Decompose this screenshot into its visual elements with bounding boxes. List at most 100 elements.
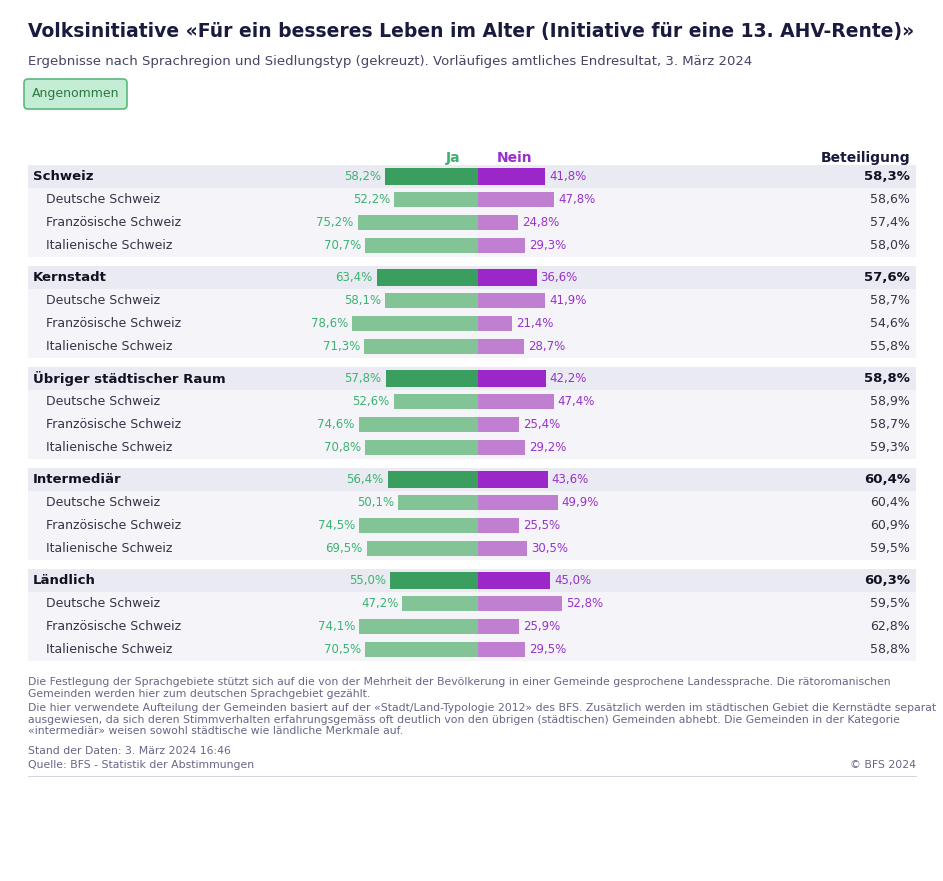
Text: 71,3%: 71,3%	[323, 340, 360, 353]
Text: Italienische Schweiz: Italienische Schweiz	[46, 340, 173, 353]
Bar	[478, 370, 545, 387]
Text: 24,8%: 24,8%	[521, 216, 559, 229]
Text: 55,0%: 55,0%	[349, 574, 386, 587]
Bar	[28, 615, 916, 638]
Bar	[28, 537, 916, 560]
Text: 25,4%: 25,4%	[522, 418, 560, 431]
Bar	[28, 413, 916, 436]
Bar	[394, 192, 478, 207]
Text: Deutsche Schweiz: Deutsche Schweiz	[46, 395, 160, 408]
Bar	[478, 495, 558, 510]
Bar	[28, 560, 916, 569]
Text: 58,1%: 58,1%	[344, 294, 381, 307]
Text: Italienische Schweiz: Italienische Schweiz	[46, 643, 173, 656]
Bar	[28, 312, 916, 335]
Text: 29,5%: 29,5%	[529, 643, 567, 656]
Text: Beteiligung: Beteiligung	[820, 151, 910, 165]
Text: Deutsche Schweiz: Deutsche Schweiz	[46, 597, 160, 610]
Bar	[478, 417, 519, 432]
Bar	[365, 642, 478, 657]
Bar	[28, 165, 916, 188]
Text: Die Festlegung der Sprachgebiete stützt sich auf die von der Mehrheit der Bevölk: Die Festlegung der Sprachgebiete stützt …	[28, 677, 890, 699]
Text: Ja: Ja	[445, 151, 460, 165]
Bar	[394, 394, 478, 409]
Text: 55,8%: 55,8%	[870, 340, 910, 353]
Text: 52,6%: 52,6%	[353, 395, 389, 408]
Text: 25,9%: 25,9%	[523, 620, 561, 633]
Bar	[28, 266, 916, 289]
Bar	[28, 367, 916, 390]
Text: Nein: Nein	[497, 151, 533, 165]
Text: Kernstadt: Kernstadt	[33, 271, 107, 284]
Bar	[478, 596, 562, 611]
Bar	[358, 518, 478, 533]
Bar	[28, 289, 916, 312]
Text: 70,5%: 70,5%	[324, 643, 361, 656]
Text: Die hier verwendete Aufteilung der Gemeinden basiert auf der «Stadt/Land-Typolog: Die hier verwendete Aufteilung der Gemei…	[28, 703, 936, 737]
Bar	[364, 339, 478, 354]
Bar	[28, 390, 916, 413]
Text: 41,9%: 41,9%	[549, 294, 587, 307]
Text: © BFS 2024: © BFS 2024	[850, 760, 916, 770]
Bar	[478, 572, 550, 589]
Bar	[385, 293, 478, 308]
Bar	[478, 394, 554, 409]
Text: 60,4%: 60,4%	[870, 496, 910, 509]
Text: Intermediär: Intermediär	[33, 473, 122, 486]
Text: Ergebnisse nach Sprachregion und Siedlungstyp (gekreuzt). Vorläufiges amtliches : Ergebnisse nach Sprachregion und Siedlun…	[28, 55, 753, 68]
Bar	[28, 211, 916, 234]
Text: 63,4%: 63,4%	[336, 271, 372, 284]
Text: 58,2%: 58,2%	[344, 170, 381, 183]
Bar	[28, 514, 916, 537]
Text: 78,6%: 78,6%	[311, 317, 348, 330]
Text: Deutsche Schweiz: Deutsche Schweiz	[46, 496, 160, 509]
Text: 52,8%: 52,8%	[567, 597, 604, 610]
Text: 58,9%: 58,9%	[870, 395, 910, 408]
Text: 70,7%: 70,7%	[323, 239, 361, 252]
Text: 74,5%: 74,5%	[318, 519, 355, 532]
FancyBboxPatch shape	[24, 79, 127, 109]
Bar	[385, 168, 478, 185]
Bar	[28, 436, 916, 459]
Text: Französische Schweiz: Französische Schweiz	[46, 620, 181, 633]
Bar	[478, 518, 519, 533]
Text: Deutsche Schweiz: Deutsche Schweiz	[46, 294, 160, 307]
Text: Französische Schweiz: Französische Schweiz	[46, 418, 181, 431]
Text: Italienische Schweiz: Italienische Schweiz	[46, 441, 173, 454]
Bar	[28, 257, 916, 266]
Text: 58,7%: 58,7%	[870, 294, 910, 307]
Bar	[28, 335, 916, 358]
Bar	[478, 269, 537, 286]
Text: Französische Schweiz: Französische Schweiz	[46, 519, 181, 532]
Bar	[359, 619, 478, 634]
Text: 74,1%: 74,1%	[318, 620, 356, 633]
Bar	[353, 316, 478, 331]
Text: 41,8%: 41,8%	[549, 170, 587, 183]
Text: 60,9%: 60,9%	[870, 519, 910, 532]
Bar	[478, 293, 545, 308]
Text: 21,4%: 21,4%	[516, 317, 554, 330]
Bar	[478, 339, 524, 354]
Bar	[28, 638, 916, 661]
Text: 56,4%: 56,4%	[346, 473, 384, 486]
Text: 59,3%: 59,3%	[870, 441, 910, 454]
Bar	[28, 491, 916, 514]
Text: 47,8%: 47,8%	[558, 193, 596, 206]
Text: Italienische Schweiz: Italienische Schweiz	[46, 239, 173, 252]
Text: 59,5%: 59,5%	[870, 597, 910, 610]
Bar	[28, 358, 916, 367]
Bar	[478, 316, 512, 331]
Bar	[478, 541, 527, 556]
Bar	[478, 215, 518, 230]
Text: 58,7%: 58,7%	[870, 418, 910, 431]
Text: 59,5%: 59,5%	[870, 542, 910, 555]
Text: 57,8%: 57,8%	[344, 372, 382, 385]
Text: 29,2%: 29,2%	[529, 441, 566, 454]
Text: 30,5%: 30,5%	[531, 542, 568, 555]
Bar	[367, 541, 478, 556]
Text: 57,6%: 57,6%	[864, 271, 910, 284]
Text: 52,2%: 52,2%	[354, 193, 390, 206]
Bar	[28, 569, 916, 592]
Text: 75,2%: 75,2%	[317, 216, 354, 229]
Text: Volksinitiative «Für ein besseres Leben im Alter (Initiative für eine 13. AHV-Re: Volksinitiative «Für ein besseres Leben …	[28, 22, 915, 41]
